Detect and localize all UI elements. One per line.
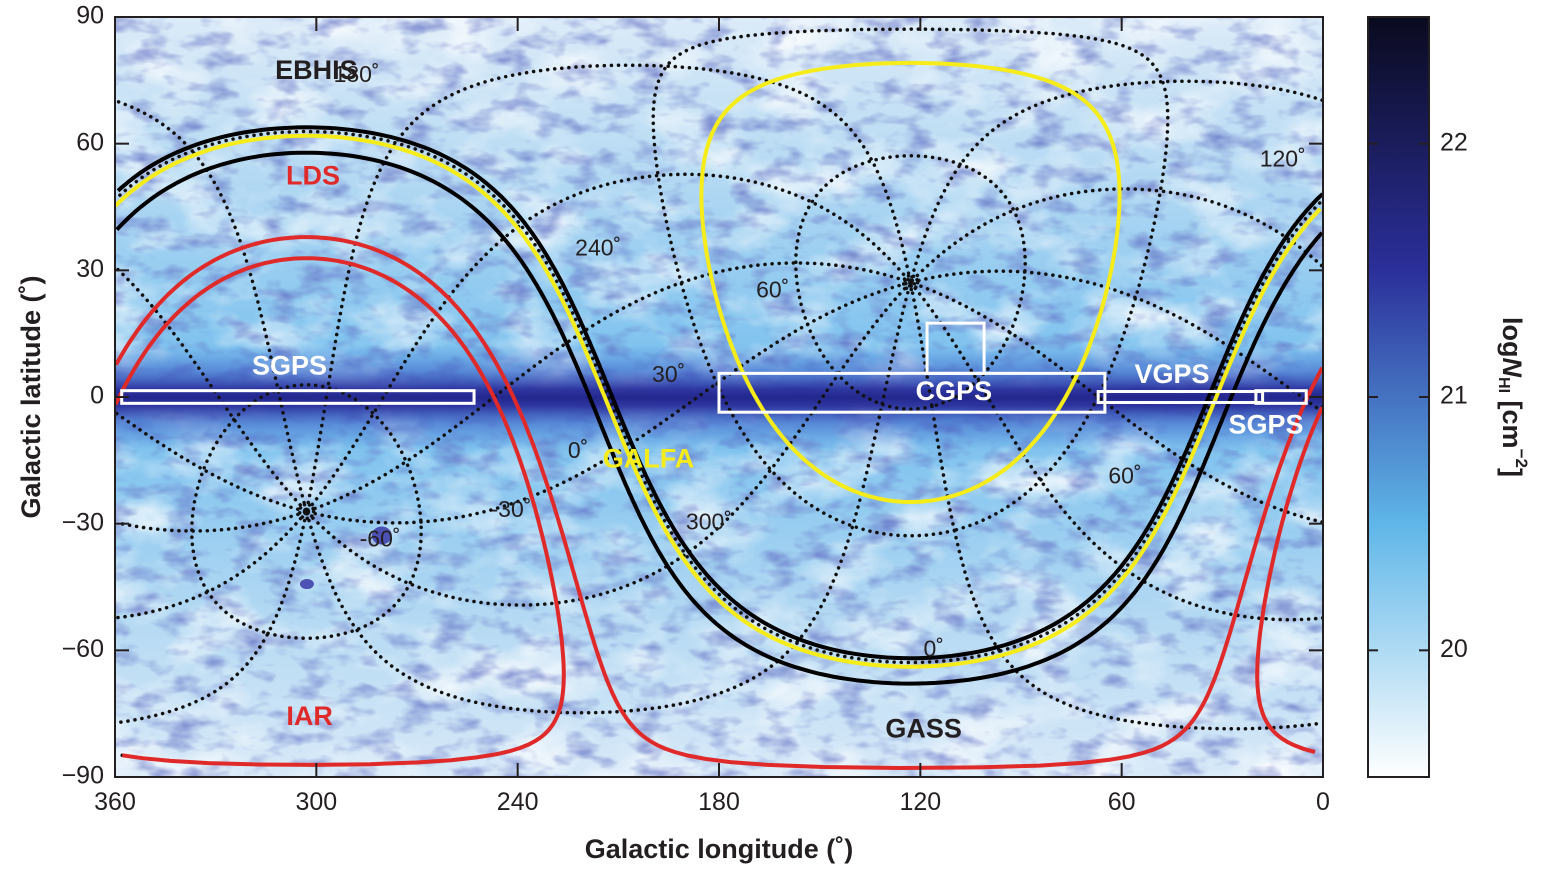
vgps-label-6: VGPS [1134, 359, 1209, 389]
x-tick-label-360: 360 [94, 788, 136, 816]
colorbar-tick-label-22: 22 [1440, 128, 1468, 156]
x-tick-label-300: 300 [295, 788, 337, 816]
celestial-pole-south [297, 502, 316, 521]
y-axis: 90 60 30 0 −30 −60 −90 [62, 2, 1323, 790]
vgps-box-3 [1096, 390, 1265, 404]
ebhis-boundary [115, 150, 1323, 686]
ra-line-330 [115, 282, 1323, 622]
grid-label-10: 0˚ [924, 635, 944, 661]
ra-line-210 [116, 79, 1323, 512]
colorbar-tick-label-20: 20 [1440, 635, 1468, 663]
y-tick-label-0: 0 [90, 382, 104, 410]
ra-line-180 [305, 63, 912, 512]
x-axis: 360 300 240 180 120 60 0 [94, 17, 1330, 816]
x-tick-label-180: 180 [698, 788, 740, 816]
y-tick-label--60: −60 [62, 635, 104, 663]
iar-label-2: IAR [286, 701, 333, 731]
x-tick-label-240: 240 [497, 788, 539, 816]
gass-boundary [116, 125, 1323, 661]
galfa-boundary-south [115, 133, 1322, 669]
gass-label-8: GASS [885, 714, 962, 744]
colorbar-label: logNHI [cm−2] [1495, 317, 1531, 477]
grid-label-1: 240˚ [575, 234, 621, 260]
iar-boundary [115, 235, 1323, 771]
grid-label-5: -30˚ [491, 496, 532, 522]
y-axis-title: Galactic latitude (˚) [16, 275, 46, 518]
colorbar-strip [1367, 16, 1430, 778]
grid-label-9: 60˚ [1108, 462, 1141, 488]
ra-line-150 [306, 172, 911, 512]
grid-labels: 180˚ 240˚ 60˚ 30˚ 0˚ -30˚ -60˚ 300˚ 120˚ 60˚ 0˚ [334, 61, 1306, 661]
ra-line-120 [306, 261, 911, 513]
y-tick-label-60: 60 [76, 128, 104, 156]
grid-label-8: 120˚ [1260, 146, 1306, 172]
ra-line-60 [306, 282, 911, 607]
cgps-label-5: CGPS [916, 376, 993, 406]
sgps-label-3: SGPS [252, 351, 327, 381]
colorbar-ticks: 22 21 20 [1368, 128, 1468, 663]
celestial-pole-north [901, 273, 920, 292]
grid-label-6: -60˚ [360, 526, 401, 552]
celestial-pole-dot-north [908, 280, 914, 286]
galfa-label-4: GALFA [603, 443, 695, 473]
ra-line-90 [306, 281, 911, 525]
ra-line-270 [115, 269, 1323, 513]
sgps-label-7: SGPS [1228, 410, 1303, 440]
magellanic-clouds [299, 526, 392, 590]
survey-labels: EBHIS LDS IAR SGPS GALFA CGPS VGPS SGPS GASS [252, 55, 1303, 744]
y-tick-label--30: −30 [62, 508, 104, 536]
grid-label-2: 60˚ [756, 277, 789, 303]
galfa-boundary-north [699, 60, 1122, 504]
survey-boundaries [115, 60, 1323, 771]
lds-boundary [115, 256, 1323, 767]
celestial-pole-dot-south [304, 508, 310, 514]
x-tick-label-0: 0 [1316, 788, 1330, 816]
y-tick-label--90: −90 [62, 762, 104, 790]
grid-label-0: 180˚ [334, 61, 380, 87]
smc-blob [299, 579, 314, 590]
cgps-box-2 [925, 321, 986, 375]
colorbar-tick-label-21: 21 [1440, 382, 1468, 410]
colorbar: 22 21 20 logNHI [cm−2] [1367, 16, 1531, 778]
ra-line-240 [115, 187, 1323, 512]
dec-line-0 [115, 129, 1322, 665]
ra-line-300 [115, 281, 1323, 533]
ebhis-label-0: EBHIS [275, 55, 358, 85]
x-tick-label-60: 60 [1108, 788, 1136, 816]
grid-label-3: 30˚ [652, 361, 685, 387]
ra-line-30 [305, 282, 912, 715]
lmc-blob [371, 526, 392, 545]
x-axis-title: Galactic longitude (˚) [585, 834, 854, 864]
y-tick-label-90: 90 [76, 2, 104, 30]
y-tick-label-30: 30 [76, 255, 104, 283]
lds-label-1: LDS [286, 161, 340, 191]
x-tick-label-120: 120 [899, 788, 941, 816]
grid-label-7: 300˚ [686, 509, 732, 535]
sgps-box-4 [1254, 389, 1308, 405]
grid-label-4: 0˚ [568, 437, 588, 463]
